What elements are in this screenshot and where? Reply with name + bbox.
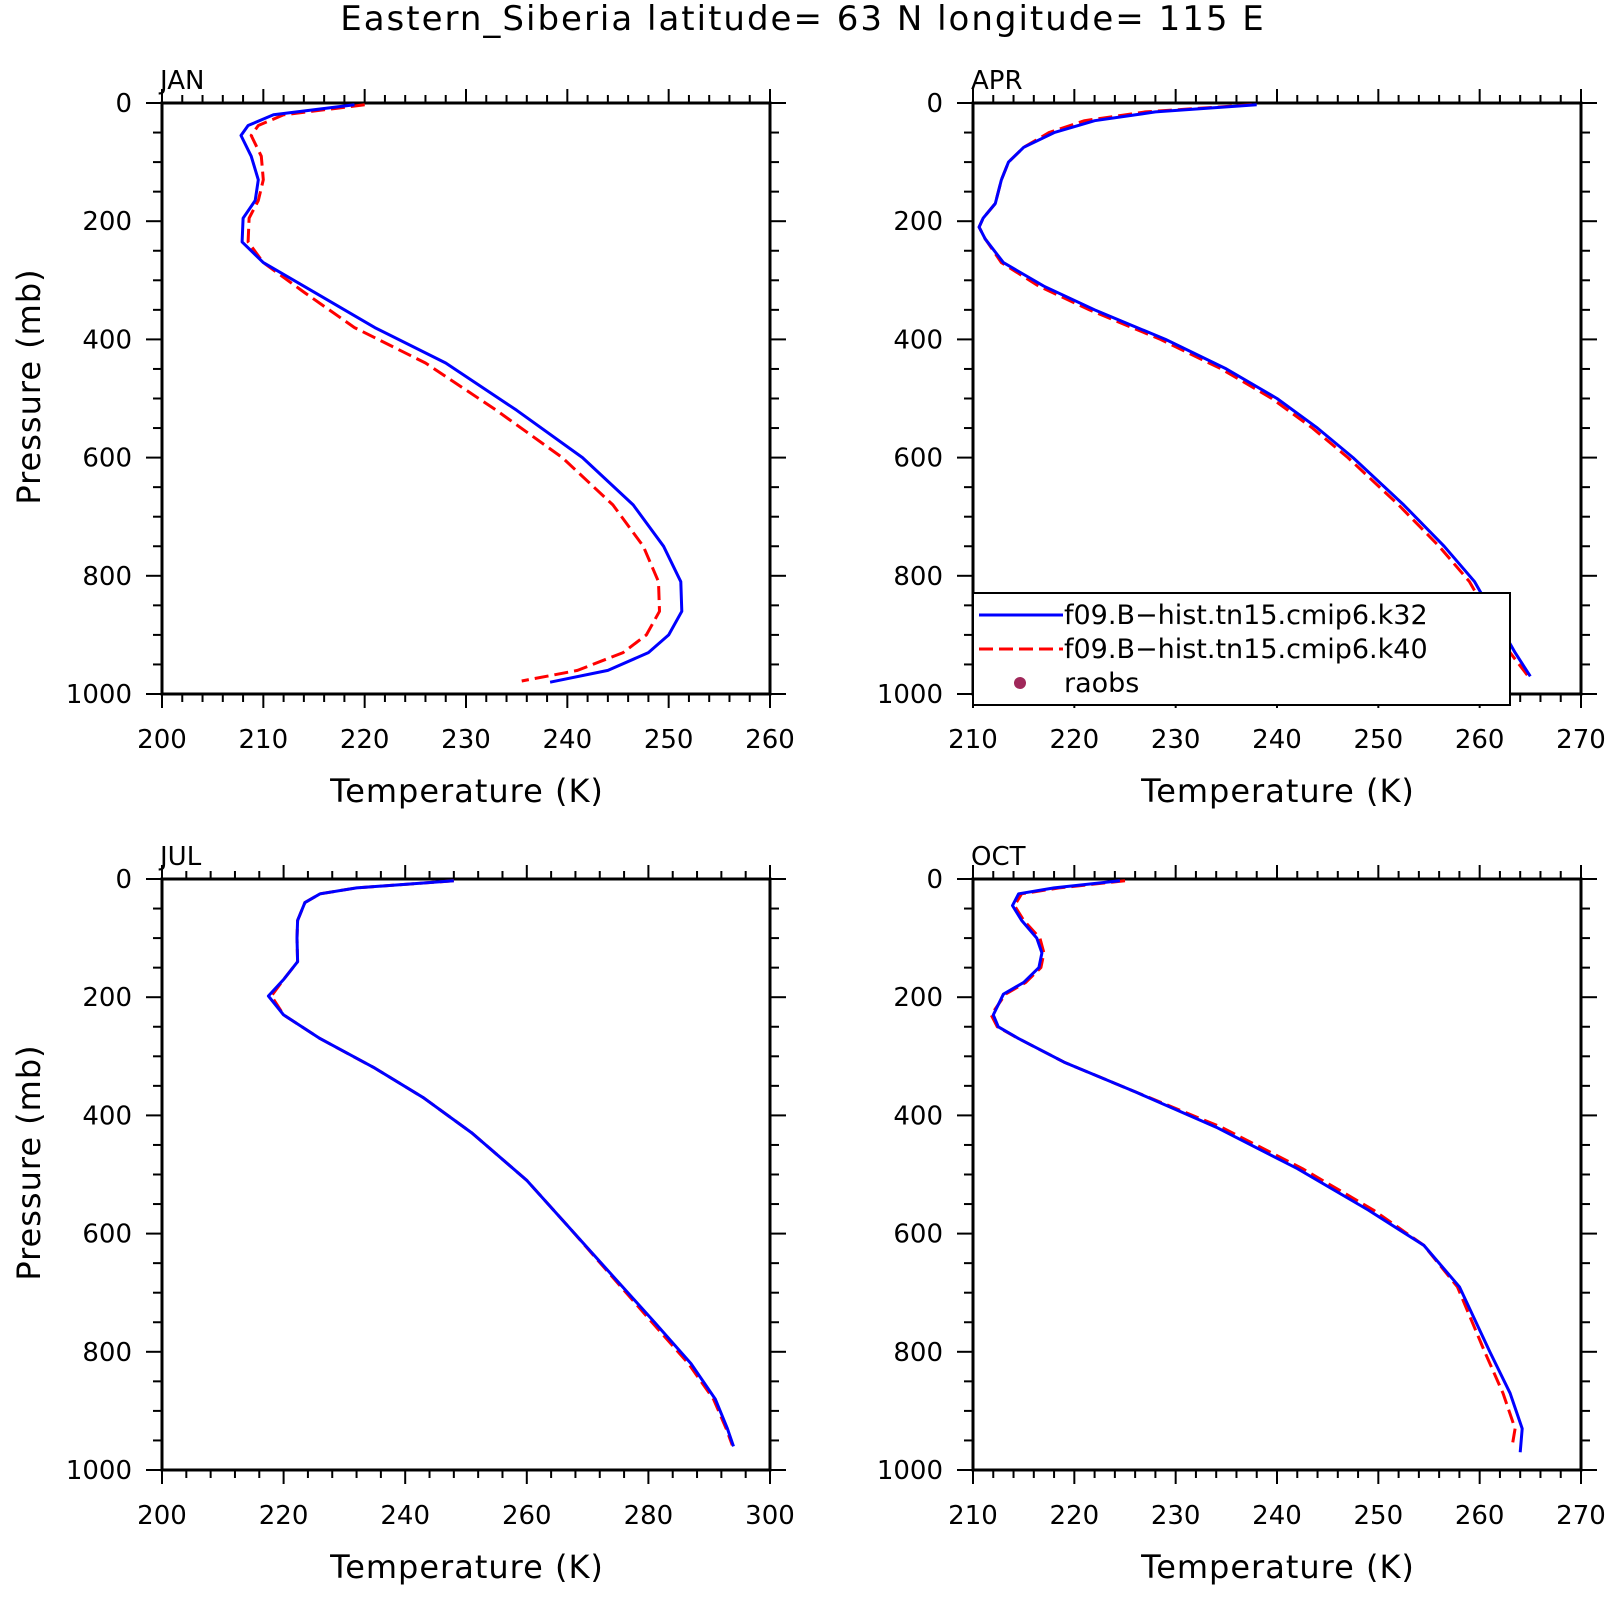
y-tick-label: 0 xyxy=(926,89,943,119)
x-tick-label: 230 xyxy=(1151,725,1201,755)
panel-jan: JAN 200 210 220 230 240 250 260 0 200 400 600 800 100… xyxy=(10,66,795,810)
x-tick-label: 270 xyxy=(1556,1501,1606,1531)
y-tick-label: 1000 xyxy=(877,680,943,710)
x-tick-label: 260 xyxy=(502,1501,552,1531)
x-tick-label: 260 xyxy=(1455,1501,1505,1531)
y-tick-label: 200 xyxy=(82,207,132,237)
x-tick-label: 270 xyxy=(1556,725,1606,755)
y-tick-label: 400 xyxy=(82,325,132,355)
x-tick-label: 300 xyxy=(745,1501,795,1531)
x-tick-label: 200 xyxy=(137,725,187,755)
x-tick-label: 240 xyxy=(1252,725,1302,755)
y-tick-label: 200 xyxy=(893,207,943,237)
x-tick-label: 230 xyxy=(1151,1501,1201,1531)
x-tick-label: 220 xyxy=(1050,1501,1100,1531)
y-tick-label: 1000 xyxy=(66,1456,132,1486)
x-tick-label: 220 xyxy=(1050,725,1100,755)
y-tick-label: 400 xyxy=(893,325,943,355)
panel-apr: APR 210 220 230 240 250 260 270 0 200 400 600 800 100… xyxy=(877,66,1606,810)
legend-entry-label: f09.B−hist.tn15.cmip6.k32 xyxy=(1064,600,1428,631)
x-tick-label: 220 xyxy=(340,725,390,755)
series-line-k32 xyxy=(977,103,1532,678)
panels: JAN 200 210 220 230 240 250 260 0 200 400 600 800 100… xyxy=(10,66,1606,1586)
y-tick-label: 0 xyxy=(115,89,132,119)
x-tick-label: 220 xyxy=(259,1501,309,1531)
plot-frame xyxy=(160,101,772,696)
plot-frame xyxy=(971,877,1583,1472)
y-tick-label: 400 xyxy=(82,1101,132,1131)
series-line-k32 xyxy=(991,879,1524,1453)
panel-label: APR xyxy=(971,66,1023,96)
x-tick-label: 260 xyxy=(745,725,795,755)
panel-jul: JUL 200 220 240 260 280 300 0 200 400 600 800 1000 Te… xyxy=(10,842,795,1586)
y-axis-label: Pressure (mb) xyxy=(10,1044,48,1280)
x-tick-label: 240 xyxy=(380,1501,430,1531)
y-tick-label: 600 xyxy=(82,444,132,474)
y-tick-label: 800 xyxy=(893,1338,943,1368)
x-axis-label: Temperature (K) xyxy=(329,772,604,810)
x-axis-label: Temperature (K) xyxy=(1140,1548,1415,1586)
panel-oct: OCT 210 220 230 240 250 260 270 0 200 400 600 800 100… xyxy=(877,842,1606,1586)
legend: f09.B−hist.tn15.cmip6.k32f09.B−hist.tn15… xyxy=(972,592,1511,706)
legend-entry-label: raobs xyxy=(1064,668,1139,699)
panel-label: JAN xyxy=(158,66,204,96)
x-tick-label: 260 xyxy=(1455,725,1505,755)
x-tick-label: 210 xyxy=(948,725,998,755)
series-line-k40 xyxy=(977,103,1529,677)
plot-frame xyxy=(160,877,772,1472)
x-tick-label: 250 xyxy=(644,725,694,755)
y-tick-label: 400 xyxy=(893,1101,943,1131)
y-tick-label: 600 xyxy=(893,444,943,474)
x-axis-label: Temperature (K) xyxy=(1140,772,1415,810)
y-tick-label: 200 xyxy=(82,983,132,1013)
series-line-k32 xyxy=(239,103,684,684)
y-tick-label: 600 xyxy=(893,1220,943,1250)
panel-label: JUL xyxy=(158,842,202,872)
series-line-k40 xyxy=(989,879,1517,1447)
y-tick-label: 800 xyxy=(82,562,132,592)
x-tick-label: 240 xyxy=(1252,1501,1302,1531)
x-tick-label: 250 xyxy=(1354,725,1404,755)
y-tick-label: 1000 xyxy=(877,1456,943,1486)
series-line-k40 xyxy=(246,103,661,683)
y-tick-label: 800 xyxy=(82,1338,132,1368)
y-tick-label: 1000 xyxy=(66,680,132,710)
series-line-k40 xyxy=(269,879,734,1446)
y-tick-label: 0 xyxy=(115,865,132,895)
y-tick-label: 600 xyxy=(82,1220,132,1250)
y-axis-label: Pressure (mb) xyxy=(10,268,48,504)
legend-entry-label: f09.B−hist.tn15.cmip6.k40 xyxy=(1064,634,1428,665)
x-tick-label: 240 xyxy=(543,725,593,755)
x-axis-label: Temperature (K) xyxy=(329,1548,604,1586)
figure-title: Eastern_Siberia latitude= 63 N longitude… xyxy=(340,0,1266,39)
x-tick-label: 200 xyxy=(137,1501,187,1531)
y-tick-label: 200 xyxy=(893,983,943,1013)
legend-marker-dot xyxy=(1014,677,1026,689)
x-tick-label: 210 xyxy=(239,725,289,755)
x-tick-label: 280 xyxy=(624,1501,674,1531)
x-tick-label: 210 xyxy=(948,1501,998,1531)
y-tick-label: 800 xyxy=(893,562,943,592)
x-tick-label: 230 xyxy=(441,725,491,755)
series-line-k32 xyxy=(266,879,735,1447)
y-tick-label: 0 xyxy=(926,865,943,895)
panel-label: OCT xyxy=(971,842,1026,872)
x-tick-label: 250 xyxy=(1354,1501,1404,1531)
